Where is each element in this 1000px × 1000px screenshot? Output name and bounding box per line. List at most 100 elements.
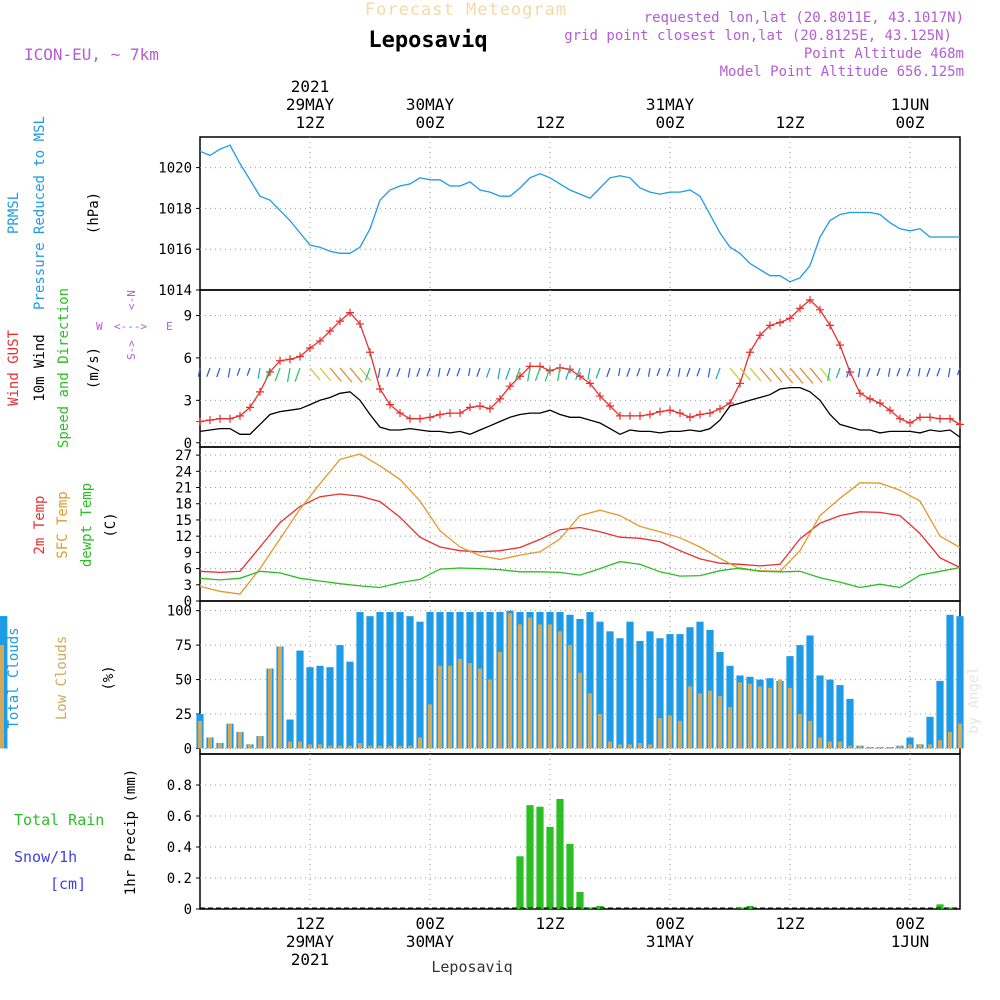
requested-coordinates: requested lon,lat (20.8011E, 43.1017N) [644, 10, 964, 26]
bottom-tick-label: 1JUN [891, 932, 930, 951]
bottom-tick-label: 30MAY [406, 932, 455, 951]
wind-unit: (m/s) [86, 347, 102, 389]
clouds-bar-low-clouds [278, 646, 282, 749]
gust-marker [756, 331, 764, 340]
gust-marker [546, 366, 554, 375]
gust-marker [496, 394, 504, 403]
wind-arrow [497, 367, 501, 380]
point-altitude: Point Altitude 468m [804, 46, 964, 62]
clouds-bar-total-clouds [366, 616, 374, 749]
clouds-bar-total-clouds [666, 634, 674, 749]
clouds-bar-low-clouds [318, 744, 322, 749]
wind-arrow [626, 367, 631, 377]
gust-marker [276, 356, 284, 365]
bottom-tick-label: 12Z [536, 914, 565, 933]
gust-marker [316, 336, 324, 345]
clouds-bar-total-clouds [296, 650, 304, 749]
clouds-bar-low-clouds [388, 745, 392, 749]
clouds-ytick-label: 25 [175, 707, 192, 723]
wind-arrow [636, 367, 641, 377]
clouds-bar-low-clouds [578, 672, 582, 749]
wind-arrow [534, 367, 541, 381]
wind-ytick-label: 9 [184, 308, 192, 324]
bottom-tick-label: 31MAY [646, 932, 695, 951]
precipitation-ytick-label: 0.6 [167, 809, 192, 825]
gust-marker [796, 304, 804, 313]
wind-arrow [236, 367, 241, 376]
precipitation-ytick-label: 0.4 [167, 840, 192, 856]
wind-arrow [906, 367, 911, 377]
wind-arrow [544, 367, 551, 382]
gust-marker [786, 314, 794, 323]
precipitation-bar-total-rain [536, 806, 544, 909]
gust-marker [626, 411, 634, 420]
clouds-bar-low-clouds [958, 723, 962, 749]
clouds-bar-low-clouds [0, 645, 4, 749]
clouds-ylabel: Low Clouds [54, 636, 70, 720]
wind-arrow [677, 367, 681, 377]
gust-marker [696, 410, 704, 419]
gust-marker [926, 413, 934, 422]
wind-arrow [527, 367, 531, 382]
gust-marker [236, 411, 244, 420]
clouds-bar-total-clouds [326, 667, 334, 749]
precipitation-bar-total-rain [746, 905, 754, 909]
grid-point-coordinates: grid point closest lon,lat (20.8125E, 43… [564, 28, 952, 44]
wind-arrow [264, 367, 271, 381]
clouds-bar-low-clouds [598, 714, 602, 749]
wind-arrow [386, 367, 391, 377]
clouds-bar-low-clouds [858, 745, 862, 749]
gust-marker [606, 401, 614, 410]
wind-ylabel: Speed and Direction [56, 288, 72, 448]
gust-marker [306, 343, 314, 352]
gust-marker [486, 404, 494, 413]
clouds-bar-low-clouds [438, 665, 442, 749]
clouds-bar-low-clouds [778, 679, 782, 749]
clouds-bar-low-clouds [818, 737, 822, 749]
bottom-tick-label: 12Z [776, 914, 805, 933]
clouds-bar-low-clouds [298, 741, 302, 749]
top-tick-label: 00Z [656, 113, 685, 132]
gust-marker [616, 411, 624, 420]
clouds-bar-low-clouds [848, 745, 852, 749]
pressure-ytick-label: 1016 [158, 242, 192, 258]
wind-arrow [656, 367, 661, 377]
wind-arrow [216, 367, 221, 378]
clouds-bar-low-clouds [198, 720, 202, 749]
wind-arrow [377, 367, 381, 378]
gust-marker [806, 295, 814, 304]
wind-panel: 0 3 6 9 Wind GUST 10m Wind Speed and Direction… [6, 288, 964, 452]
gust-marker [946, 414, 954, 423]
wind-arrow [769, 367, 783, 383]
clouds-bar-low-clouds [568, 645, 572, 749]
precipitation-ytick-label: 0 [184, 902, 192, 918]
pressure-unit: (hPa) [86, 192, 102, 234]
clouds-bar-total-clouds [606, 631, 614, 749]
gust-marker [916, 413, 924, 422]
wind-key-south: S-> [125, 340, 138, 360]
wind-arrow [956, 367, 961, 376]
clouds-bar-low-clouds [768, 687, 772, 749]
wind-key-east: E [166, 320, 173, 333]
clouds-bar-low-clouds [788, 687, 792, 749]
wind-arrow [606, 367, 611, 378]
gust-marker [906, 418, 914, 427]
gust-marker [436, 410, 444, 419]
wind-arrow [835, 367, 841, 379]
clouds-bar-low-clouds [928, 744, 932, 749]
precipitation-panel: 0 0.2 0.4 0.6 0.8 Total Rain Snow/1h [cm] 1hr Pr… [14, 753, 961, 918]
clouds-bar-total-clouds [316, 665, 324, 749]
clouds-ytick-label: 100 [167, 604, 192, 620]
clouds-bar-low-clouds [878, 747, 882, 749]
clouds-bar-low-clouds [258, 736, 262, 749]
wind-arrow [246, 367, 251, 376]
precip-unit: 1hr Precip (mm) [123, 769, 139, 895]
gust-marker [426, 413, 434, 422]
gust-marker [676, 409, 684, 418]
precipitation-bar-total-rain [566, 843, 574, 909]
clouds-bar-low-clouds [218, 742, 222, 749]
